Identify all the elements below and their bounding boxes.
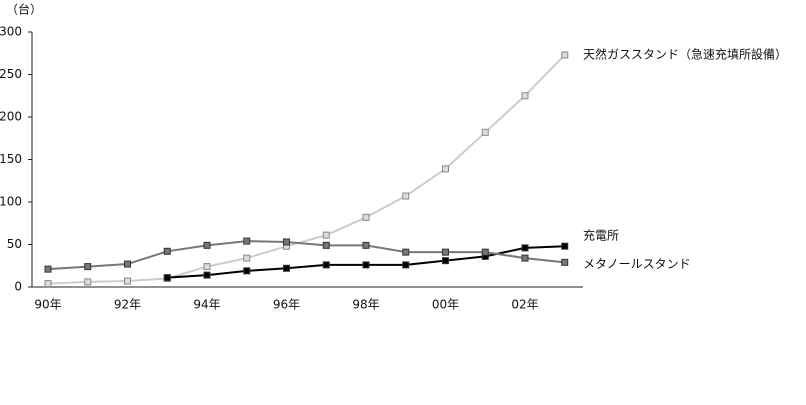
marker — [283, 264, 290, 272]
y-tick-label: 300 — [0, 25, 22, 39]
marker — [203, 271, 211, 279]
marker — [44, 265, 52, 273]
marker — [322, 231, 330, 239]
marker — [163, 274, 171, 282]
y-tick-label: 150 — [0, 152, 22, 166]
marker — [203, 241, 211, 249]
x-tick-label: 98年 — [352, 298, 379, 312]
marker — [44, 280, 52, 288]
x-tick-label: 96年 — [273, 298, 300, 312]
marker — [243, 254, 251, 262]
marker — [481, 248, 489, 256]
marker — [322, 261, 330, 269]
marker — [561, 51, 569, 59]
x-tick-label: 92年 — [114, 298, 141, 312]
series-label: メタノールスタンド — [583, 257, 691, 271]
marker — [402, 261, 410, 269]
marker — [362, 241, 370, 249]
marker — [561, 242, 569, 250]
marker — [243, 267, 251, 275]
marker — [442, 257, 449, 265]
marker — [84, 263, 92, 271]
series-label: 充電所 — [583, 228, 619, 243]
marker — [322, 241, 330, 249]
marker — [283, 238, 290, 246]
marker — [521, 254, 529, 262]
marker — [124, 260, 131, 268]
marker — [84, 278, 92, 286]
marker — [521, 92, 529, 100]
x-tick-label: 02年 — [511, 298, 538, 312]
marker — [442, 248, 449, 256]
marker — [124, 277, 131, 285]
series-label: 天然ガススタンド（急速充填所設備） — [583, 46, 787, 61]
marker — [362, 261, 370, 269]
marker — [442, 165, 449, 173]
y-tick-label: 200 — [0, 110, 22, 124]
marker — [402, 192, 410, 200]
x-tick-label: 00年 — [432, 298, 459, 312]
marker — [243, 237, 251, 245]
y-tick-label: 250 — [0, 67, 22, 81]
marker — [481, 128, 489, 136]
marker — [402, 248, 410, 256]
series-line — [47, 240, 565, 271]
series-line — [47, 54, 566, 285]
x-tick-label: 90年 — [34, 298, 61, 312]
y-tick-label: 50 — [7, 237, 22, 251]
y-tick-label: 100 — [0, 195, 22, 209]
x-tick-label: 94年 — [193, 298, 220, 312]
marker — [163, 247, 171, 255]
marker — [521, 244, 529, 252]
marker — [203, 263, 211, 271]
y-axis-label: （台） — [6, 2, 42, 17]
y-tick-label: 0 — [14, 280, 22, 294]
marker — [362, 213, 370, 221]
marker — [561, 258, 569, 266]
